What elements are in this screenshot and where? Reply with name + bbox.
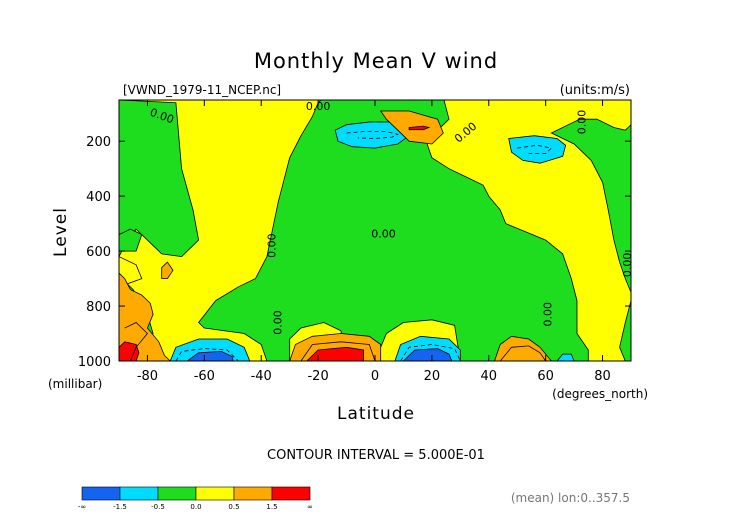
colorbar-swatch — [157, 486, 197, 501]
x-tick-label: 0 — [371, 369, 379, 384]
x-tick-label: -20 — [307, 369, 328, 384]
x-tick-label: -80 — [137, 369, 158, 384]
x-tick-label: -40 — [251, 369, 272, 384]
contour-line-positive — [124, 322, 148, 361]
contour-label: 0.00 — [306, 100, 331, 113]
x-tick-label: 80 — [594, 369, 611, 384]
contour-region-pos — [494, 335, 552, 361]
contour-region-neg — [198, 100, 589, 361]
contour-label: 0.00 — [271, 310, 284, 335]
contour-region-neg — [550, 118, 631, 293]
x-axis-title: Latitude — [337, 404, 415, 424]
colorbar-tick-label: 0.0 — [190, 503, 201, 511]
contour-region-neg — [119, 228, 143, 252]
contour-region-neg — [619, 300, 631, 361]
contour-region-neg — [186, 350, 234, 361]
x-tick-label: 40 — [481, 369, 498, 384]
y-axis-units: (millibar) — [48, 377, 102, 391]
contour-lines — [124, 131, 553, 361]
x-axis-units: (degrees_north) — [552, 387, 648, 401]
y-tick-label: 200 — [86, 135, 111, 150]
colorbar-tick-label: -0.5 — [151, 503, 165, 511]
contour-region-neg — [556, 353, 575, 361]
colorbar-tick-label: ∞ — [307, 503, 313, 511]
x-tick-label: 60 — [537, 369, 554, 384]
y-tick-label: 600 — [86, 245, 111, 260]
colorbar-swatch — [119, 486, 159, 501]
y-tick-label: 1000 — [78, 355, 111, 370]
contour-region-pos — [119, 272, 171, 361]
colorbar-tick-label: 1.5 — [266, 503, 277, 511]
contour-region-neg — [402, 348, 453, 361]
y-axis-title: Level — [51, 207, 71, 257]
contour-line-negative — [346, 131, 399, 139]
contour-line-positive — [499, 345, 547, 361]
y-axis-ticks: 200 400 600 800 1000 — [78, 135, 631, 370]
contour-region-pos — [161, 261, 174, 280]
contour-label: 0.00 — [576, 110, 589, 135]
contour-region-pos — [306, 346, 365, 361]
x-tick-label: -60 — [194, 369, 215, 384]
contour-region-pos — [119, 341, 140, 361]
mean-label: (mean) lon:0..357.5 — [511, 491, 630, 505]
y-tick-label: 800 — [86, 300, 111, 315]
plot-area — [119, 100, 631, 361]
contour-region-pos — [408, 125, 431, 131]
y-tick-label: 400 — [86, 190, 111, 205]
contour-interval-text: CONTOUR INTERVAL = 5.000E-01 — [267, 448, 485, 463]
colorbar-tick-label: -∞ — [78, 503, 86, 511]
x-tick-label: 20 — [424, 369, 441, 384]
units-label: (units:m/s) — [560, 83, 630, 98]
contour-label: 0.00 — [542, 302, 555, 327]
contour-label: 0.00 — [621, 253, 634, 278]
colorbar: -∞ -1.5 -0.5 0.0 0.5 1.5 ∞ — [78, 486, 313, 511]
contour-region-neg — [508, 135, 567, 164]
colorbar-swatch — [81, 486, 121, 501]
colorbar-tick-label: 0.5 — [228, 503, 239, 511]
colorbar-swatch — [233, 486, 273, 501]
colorbar-swatch — [271, 486, 311, 501]
contour-label: 0.00 — [371, 228, 396, 241]
colorbar-swatch — [195, 486, 235, 501]
contour-line-negative — [400, 344, 461, 361]
contour-label: 0.00 — [266, 233, 279, 258]
contour-line-negative — [175, 348, 239, 361]
x-axis-ticks: -80 -60 -40 -20 0 20 40 60 80 — [137, 100, 611, 384]
chart-title: Monthly Mean V wind — [254, 49, 498, 73]
colorbar-tick-label: -1.5 — [113, 503, 127, 511]
contour-line-positive — [300, 341, 376, 361]
file-label: [VWND_1979-11_NCEP.nc] — [123, 83, 281, 97]
